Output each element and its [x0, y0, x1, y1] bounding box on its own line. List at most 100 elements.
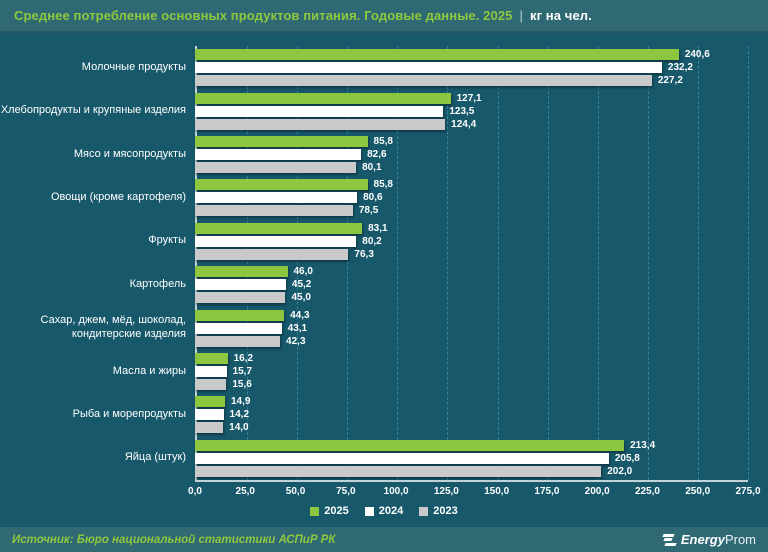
bar-2025 — [195, 439, 625, 451]
x-tick-label: 175,0 — [534, 486, 560, 497]
bar-line: 78,5 — [195, 205, 748, 217]
x-tick-label: 250,0 — [685, 486, 711, 497]
category-group: Яйца (штук) 213,4 205,8 202,0 — [0, 437, 748, 480]
bar-2024 — [195, 235, 357, 247]
bar-2024 — [195, 62, 662, 74]
value-label: 85,8 — [373, 136, 393, 148]
bar-line: 205,8 — [195, 452, 748, 464]
bar-line: 240,6 — [195, 49, 748, 61]
bar-line: 124,4 — [195, 118, 748, 130]
value-label: 16,2 — [233, 353, 254, 365]
energyprom-logo-text: EnergyProm — [681, 532, 756, 547]
bar-2025 — [195, 222, 363, 234]
value-label: 15,7 — [232, 366, 253, 378]
bar-line: 44,3 — [195, 309, 748, 321]
category-group: Фрукты 83,1 80,2 76,3 — [0, 220, 748, 263]
bar-group: 83,1 80,2 76,3 — [195, 220, 748, 263]
bar-group: 85,8 80,6 78,5 — [195, 176, 748, 219]
bar-2025 — [195, 266, 288, 278]
bar-2025 — [195, 92, 451, 104]
category-label: Молочные продукты — [81, 60, 186, 73]
value-label: 42,3 — [286, 335, 306, 347]
category-group: Масла и жиры 16,2 15,7 15,6 — [0, 350, 748, 393]
gridline — [547, 46, 549, 480]
bar-line: 45,0 — [195, 292, 748, 304]
title-separator: | — [519, 8, 523, 23]
value-label: 43,1 — [287, 322, 308, 334]
gridline — [297, 46, 299, 480]
bar-line: 227,2 — [195, 75, 748, 87]
category-group: Рыба и морепродукты 14,9 14,2 14,0 — [0, 393, 748, 436]
value-label: 124,4 — [451, 118, 477, 130]
logo-energy: Energy — [680, 532, 725, 547]
bar-line: 83,1 — [195, 222, 748, 234]
value-label: 240,6 — [684, 49, 710, 61]
value-label: 78,5 — [358, 205, 379, 217]
bar-line: 14,0 — [195, 422, 748, 434]
gridline — [597, 46, 599, 480]
bar-group: 46,0 45,2 45,0 — [195, 263, 748, 306]
value-label: 202,0 — [607, 465, 633, 477]
bar-2024 — [195, 149, 362, 161]
category-label: Сахар, джем, мёд, шоколад, кондитерские … — [40, 314, 186, 341]
x-tick-label: 50,0 — [285, 486, 306, 497]
x-axis: 0,0 25,0 50,0 75,0 100,0 125,0 150,0 175,0 200,0… — [188, 480, 761, 497]
bar-line: 202,0 — [195, 465, 748, 477]
bar-line: 85,8 — [195, 179, 748, 191]
value-label: 46,0 — [293, 266, 313, 278]
gridline — [347, 46, 349, 480]
bar-line: 15,7 — [195, 366, 748, 378]
bar-2024 — [195, 366, 227, 378]
bar-line: 42,3 — [195, 335, 748, 347]
value-label: 76,3 — [354, 248, 374, 260]
legend-item: 2024 — [364, 505, 403, 517]
bar-2023 — [195, 248, 349, 260]
bar-2023 — [195, 335, 281, 347]
title-main: Среднее потребление основных продуктов п… — [14, 8, 513, 23]
bar-line: 123,5 — [195, 105, 748, 117]
gridline — [247, 46, 249, 480]
gridline — [397, 46, 399, 480]
bar-2023 — [195, 422, 224, 434]
bar-line: 14,9 — [195, 396, 748, 408]
bar-2024 — [195, 192, 358, 204]
bar-2023 — [195, 379, 227, 391]
bar-2024 — [195, 409, 224, 421]
value-label: 83,1 — [368, 222, 388, 234]
bar-line: 80,2 — [195, 235, 748, 247]
legend-label: 2023 — [433, 505, 458, 517]
category-group: Сахар, джем, мёд, шоколад, кондитерские … — [0, 306, 748, 349]
energyprom-logo: EnergyProm — [662, 532, 756, 547]
legend: 2025 2024 2023 — [0, 505, 768, 517]
value-label: 80,1 — [362, 162, 382, 174]
bar-2023 — [195, 162, 357, 174]
bar-group: 44,3 43,1 42,3 — [195, 306, 748, 349]
bar-line: 76,3 — [195, 248, 748, 260]
bar-2024 — [195, 105, 444, 117]
bar-chart: Молочные продукты 240,6 232,2 227,2 Хлебопро… — [0, 33, 768, 527]
x-tick-label: 275,0 — [735, 486, 761, 497]
bar-2025 — [195, 179, 368, 191]
bar-group: 213,4 205,8 202,0 — [195, 437, 748, 480]
legend-item: 2023 — [419, 505, 458, 517]
bar-2025 — [195, 49, 679, 61]
logo-prom: Prom — [724, 532, 756, 547]
chart-rows: Молочные продукты 240,6 232,2 227,2 Хлебопро… — [0, 46, 748, 480]
value-label: 227,2 — [657, 75, 683, 87]
value-label: 127,1 — [456, 92, 482, 104]
source-note: Источник: Бюро национальной статистики А… — [12, 533, 336, 546]
bar-2024 — [195, 322, 282, 334]
bar-line: 16,2 — [195, 353, 748, 365]
bar-2025 — [195, 309, 285, 321]
bar-2024 — [195, 452, 609, 464]
footer-bar: Источник: Бюро национальной статистики А… — [0, 527, 768, 552]
bar-2023 — [195, 205, 353, 217]
category-label: Мясо и мясопродукты — [73, 147, 186, 160]
gridline — [647, 46, 649, 480]
category-label: Рыба и морепродукты — [72, 408, 186, 421]
x-tick-label: 200,0 — [584, 486, 610, 497]
gridline — [447, 46, 449, 480]
category-label: Хлебопродукты и крупяные изделия — [0, 104, 186, 117]
gridline — [697, 46, 699, 480]
